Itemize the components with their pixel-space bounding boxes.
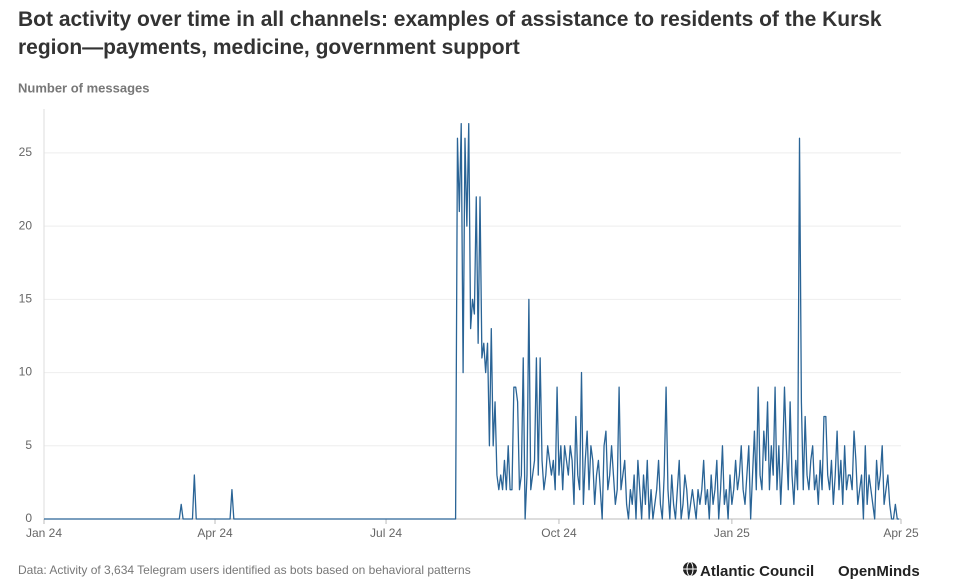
logo: OpenMinds (838, 563, 920, 580)
x-tick-label: Apr 25 (883, 526, 919, 540)
y-tick-label: 10 (19, 365, 33, 379)
x-tick-label: Jan 25 (714, 526, 750, 540)
note: Data: Activity of 3,634 Telegram users i… (18, 563, 471, 577)
x-tick-label: Jan 24 (26, 526, 62, 540)
y-tick-label: 25 (19, 145, 33, 159)
y-tick-label: 0 (25, 511, 32, 525)
y-tick-label: 5 (25, 438, 32, 452)
logo: Atlantic Council (700, 563, 814, 580)
y-tick-label: 20 (19, 218, 33, 232)
data-line (44, 122, 900, 520)
x-tick-label: Oct 24 (541, 526, 577, 540)
globe-icon (683, 561, 697, 577)
x-tick-label: Jul 24 (370, 526, 402, 540)
chart-title: Bot activity over time in all channels: … (18, 8, 882, 59)
y-axis-label: Number of messages (18, 80, 150, 95)
y-tick-label: 15 (19, 292, 33, 306)
x-tick-label: Apr 24 (197, 526, 233, 540)
